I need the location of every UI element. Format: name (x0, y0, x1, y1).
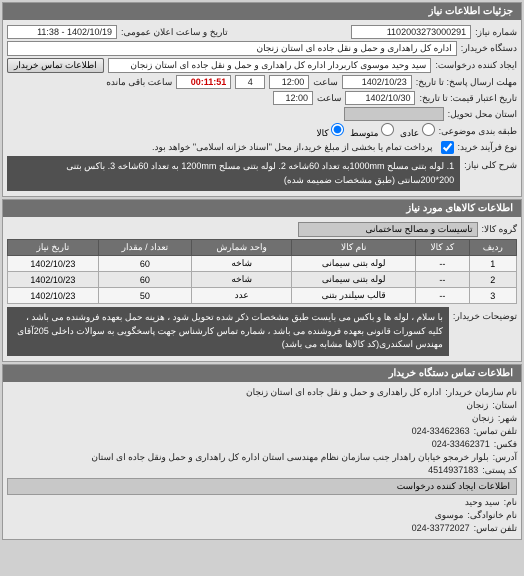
table-cell: 1402/10/23 (8, 256, 99, 272)
table-header: واحد شمارش (192, 240, 292, 256)
public-date-value: 1402/10/19 - 11:38 (7, 25, 117, 39)
remaining-label: ساعت باقی مانده (106, 77, 172, 88)
family-label: نام خانوادگی: (467, 510, 517, 521)
table-header: نام کالا (292, 240, 416, 256)
requester-label: ایجاد کننده درخواست: (435, 60, 517, 71)
province-label: استان: (492, 400, 517, 411)
postal-label: کد پستی: (482, 465, 517, 476)
req-number-value: 1102003273000291 (351, 25, 471, 39)
requester-value: سید وحید موسوی کاربردار اداره کل راهداری… (108, 58, 432, 73)
validity-time-value: 12:00 (273, 91, 313, 105)
table-row: 2--لوله بتنی سیمانیشاخه601402/10/23 (8, 272, 517, 288)
table-cell: 1 (469, 256, 516, 272)
table-row: 3--قالب سیلندر بتنیعدد501402/10/23 (8, 288, 517, 304)
city-label: شهر: (498, 413, 517, 424)
table-cell: -- (416, 288, 469, 304)
phone-label: تلفن تماس: (474, 523, 517, 534)
time-label-1: ساعت (313, 77, 338, 88)
priority-option[interactable]: متوسط (350, 128, 394, 138)
postal-value: 4514937183 (428, 465, 478, 475)
goods-table: ردیفکد کالانام کالاواحد شمارشتعداد / مقد… (7, 239, 517, 304)
table-header: ردیف (469, 240, 516, 256)
city-value: زنجان (472, 413, 494, 424)
contact-header: اطلاعات تماس دستگاه خریدار (3, 365, 521, 382)
table-header: تعداد / مقدار (98, 240, 191, 256)
phone-value: 024-33772027 (412, 523, 470, 533)
time-label-2: ساعت (317, 93, 342, 104)
table-cell: 1402/10/23 (8, 288, 99, 304)
pay-label: نوع فرآیند خرید: (458, 142, 518, 153)
goods-header: اطلاعات کالاهای مورد نیاز (3, 200, 521, 217)
name-label: نام: (504, 497, 517, 508)
remaining-time-value: 00:11:51 (176, 75, 231, 89)
table-cell: لوله بتنی سیمانی (292, 256, 416, 272)
need-details-header: جزئیات اطلاعات نیاز (3, 3, 521, 20)
reply-deadline-label: مهلت ارسال پاسخ: تا تاریخ: (416, 77, 517, 88)
province-value: زنجان (466, 400, 488, 411)
table-cell: لوله بتنی سیمانی (292, 272, 416, 288)
org-label: نام سازمان خریدار: (445, 387, 517, 398)
reply-time-value: 12:00 (269, 75, 309, 89)
group-label: گروه کالا: (482, 224, 517, 235)
family-value: موسوی (435, 510, 464, 521)
priority-options: عادی متوسط کالا (310, 123, 434, 139)
delivery-value (344, 107, 444, 121)
contact-buyer-button[interactable]: اطلاعات تماس خریدار (7, 58, 104, 73)
address-value: بلوار خرمجو خیابان راهدار جنب سازمان نظا… (91, 452, 488, 463)
table-cell: شاخه (192, 272, 292, 288)
table-cell: 60 (98, 256, 191, 272)
group-value: تاسیسات و مصالح ساختمانی (298, 222, 478, 237)
buyer-label: دستگاه خریدار: (461, 43, 517, 54)
table-row: 1--لوله بتنی سیمانیشاخه601402/10/23 (8, 256, 517, 272)
org-value: اداره کل راهداری و حمل و نقل جاده ای است… (246, 387, 441, 398)
validity-label: تاریخ اعتبار قیمت: تا تاریخ: (419, 93, 517, 104)
address-label: آدرس: (493, 452, 517, 463)
remaining-days-value: 4 (235, 75, 265, 89)
notes-label: توضیحات خریدار: (453, 307, 517, 322)
table-cell: قالب سیلندر بتنی (292, 288, 416, 304)
req-number-label: شماره نیاز: (475, 27, 517, 38)
tel-label: تلفن تماس: (474, 426, 517, 437)
table-cell: 50 (98, 288, 191, 304)
table-cell: 2 (469, 272, 516, 288)
reply-date-value: 1402/10/23 (342, 75, 412, 89)
table-cell: 1402/10/23 (8, 272, 99, 288)
priority-option[interactable]: کالا (316, 128, 344, 138)
desc-label: شرح کلی نیاز: (464, 156, 517, 171)
desc-text: 1. لوله بتنی مسلح 1000mmبه تعداد 60شاخه … (7, 156, 460, 191)
tel-value: 024-33462363 (412, 426, 470, 436)
fax-label: فکس: (494, 439, 517, 450)
fax-value: 024-33462371 (432, 439, 490, 449)
table-cell: شاخه (192, 256, 292, 272)
need-details-panel: جزئیات اطلاعات نیاز شماره نیاز: 11020032… (2, 2, 522, 197)
contact-panel: اطلاعات تماس دستگاه خریدار نام سازمان خر… (2, 364, 522, 540)
table-cell: 60 (98, 272, 191, 288)
creator-section-title: اطلاعات ایجاد کننده درخواست (7, 478, 517, 495)
table-cell: عدد (192, 288, 292, 304)
table-header: کد کالا (416, 240, 469, 256)
delivery-label: استان محل تحویل: (448, 109, 517, 120)
notes-text: با سلام ، لوله ها و باکس می بایست طبق مش… (7, 307, 449, 356)
name-value: سید وحید (465, 497, 500, 508)
pay-checkbox[interactable] (441, 141, 454, 154)
table-cell: 3 (469, 288, 516, 304)
table-cell: -- (416, 256, 469, 272)
buyer-value: اداره کل راهداری و حمل و نقل جاده ای است… (7, 41, 457, 56)
priority-label: طبقه بندی موضوعی: (439, 126, 517, 137)
pay-text: پرداخت تمام یا بخشی از مبلغ خرید،از محل … (152, 142, 432, 153)
table-header: تاریخ نیاز (8, 240, 99, 256)
validity-date-value: 1402/10/30 (345, 91, 415, 105)
table-cell: -- (416, 272, 469, 288)
priority-option[interactable]: عادی (400, 128, 435, 138)
goods-panel: اطلاعات کالاهای مورد نیاز گروه کالا: تاس… (2, 199, 522, 362)
public-date-label: تاریخ و ساعت اعلان عمومی: (121, 27, 228, 38)
